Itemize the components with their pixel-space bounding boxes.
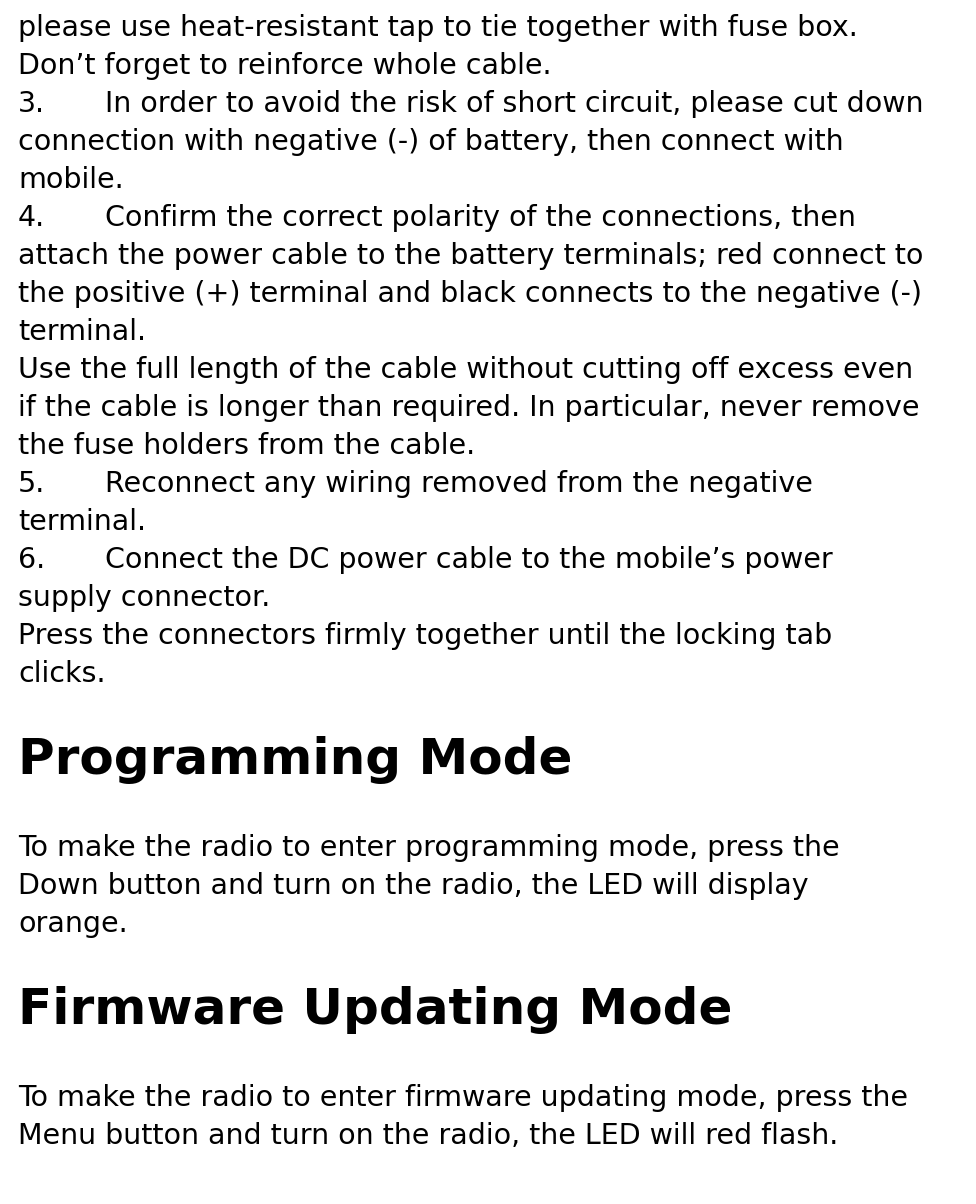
Text: Menu button and turn on the radio, the LED will red flash.: Menu button and turn on the radio, the L… (18, 1122, 838, 1150)
Text: 6.: 6. (18, 545, 45, 574)
Text: Confirm the correct polarity of the connections, then: Confirm the correct polarity of the conn… (105, 203, 856, 232)
Text: orange.: orange. (18, 910, 128, 938)
Text: Firmware Updating Mode: Firmware Updating Mode (18, 986, 732, 1034)
Text: Reconnect any wiring removed from the negative: Reconnect any wiring removed from the ne… (105, 470, 813, 498)
Text: connection with negative (-) of battery, then connect with: connection with negative (-) of battery,… (18, 128, 843, 157)
Text: 4.: 4. (18, 203, 45, 232)
Text: In order to avoid the risk of short circuit, please cut down: In order to avoid the risk of short circ… (105, 90, 923, 118)
Text: terminal.: terminal. (18, 508, 146, 536)
Text: attach the power cable to the battery terminals; red connect to: attach the power cable to the battery te… (18, 242, 923, 270)
Text: supply connector.: supply connector. (18, 584, 270, 612)
Text: terminal.: terminal. (18, 318, 146, 346)
Text: if the cable is longer than required. In particular, never remove: if the cable is longer than required. In… (18, 394, 919, 421)
Text: Down button and turn on the radio, the LED will display: Down button and turn on the radio, the L… (18, 872, 809, 901)
Text: To make the radio to enter programming mode, press the: To make the radio to enter programming m… (18, 834, 839, 862)
Text: Press the connectors firmly together until the locking tab: Press the connectors firmly together unt… (18, 622, 833, 650)
Text: mobile.: mobile. (18, 166, 124, 194)
Text: 5.: 5. (18, 470, 45, 498)
Text: clicks.: clicks. (18, 660, 105, 687)
Text: Connect the DC power cable to the mobile’s power: Connect the DC power cable to the mobile… (105, 545, 833, 574)
Text: the positive (+) terminal and black connects to the negative (-): the positive (+) terminal and black conn… (18, 281, 922, 308)
Text: Use the full length of the cable without cutting off excess even: Use the full length of the cable without… (18, 356, 914, 384)
Text: Don’t forget to reinforce whole cable.: Don’t forget to reinforce whole cable. (18, 52, 551, 79)
Text: Programming Mode: Programming Mode (18, 736, 572, 784)
Text: To make the radio to enter firmware updating mode, press the: To make the radio to enter firmware upda… (18, 1084, 908, 1112)
Text: please use heat-resistant tap to tie together with fuse box.: please use heat-resistant tap to tie tog… (18, 14, 858, 42)
Text: the fuse holders from the cable.: the fuse holders from the cable. (18, 432, 475, 460)
Text: 3.: 3. (18, 90, 45, 118)
